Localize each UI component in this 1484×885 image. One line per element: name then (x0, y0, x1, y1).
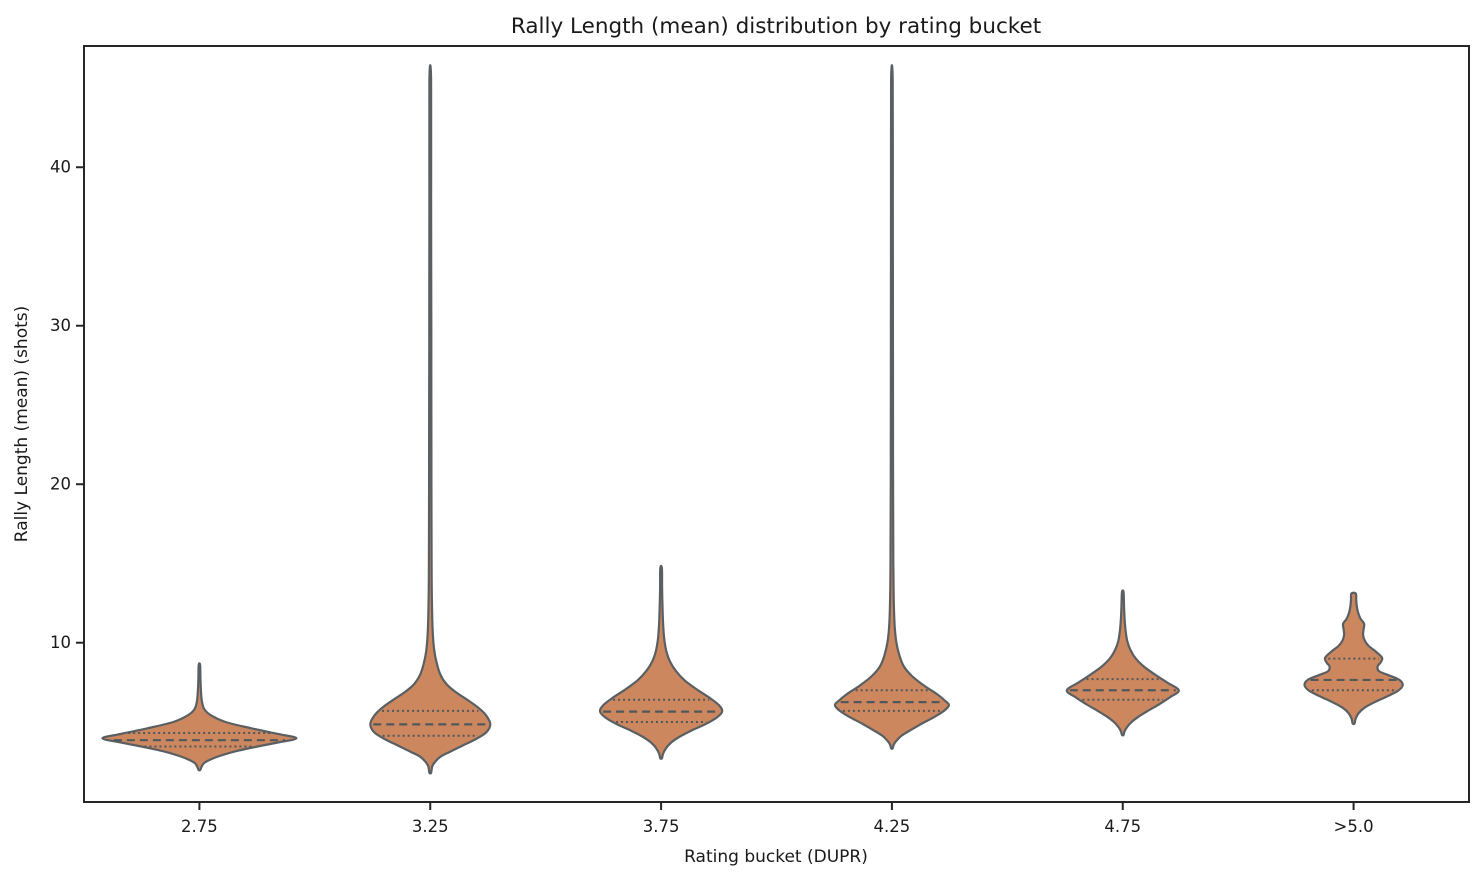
violin-4.75 (1065, 589, 1180, 737)
plot-area-border (83, 45, 1470, 803)
x-axis-label: Rating bucket (DUPR) (684, 847, 868, 867)
violin-3.75 (598, 564, 724, 760)
violin-2.75 (101, 662, 298, 772)
violin-body (101, 662, 298, 772)
y-axis-ticks: 10 20 30 40 (50, 158, 84, 652)
violin-5.0 (1303, 591, 1404, 726)
y-tick-label: 20 (50, 475, 71, 494)
y-tick-label: 30 (50, 316, 71, 335)
x-axis-ticks: 2.75 3.25 3.75 4.25 4.75 >5.0 (181, 802, 1374, 836)
violin-body (598, 564, 724, 760)
chart-title: Rally Length (mean) distribution by rati… (511, 14, 1041, 39)
x-tick-label: 3.75 (643, 817, 680, 836)
x-tick-label: 4.25 (874, 817, 911, 836)
violin-body (833, 64, 950, 750)
y-tick-label: 40 (50, 158, 71, 177)
violin-body (1065, 589, 1180, 737)
violin-body (369, 64, 492, 775)
x-tick-label: 4.75 (1104, 817, 1141, 836)
y-axis-label: Rally Length (mean) (shots) (12, 306, 32, 543)
y-tick-label: 10 (50, 633, 71, 652)
violin-3.25 (369, 64, 492, 775)
x-tick-label: >5.0 (1334, 817, 1374, 836)
x-tick-label: 3.25 (412, 817, 449, 836)
violin-4.25 (833, 64, 950, 750)
violins (101, 64, 1404, 775)
x-tick-label: 2.75 (181, 817, 218, 836)
